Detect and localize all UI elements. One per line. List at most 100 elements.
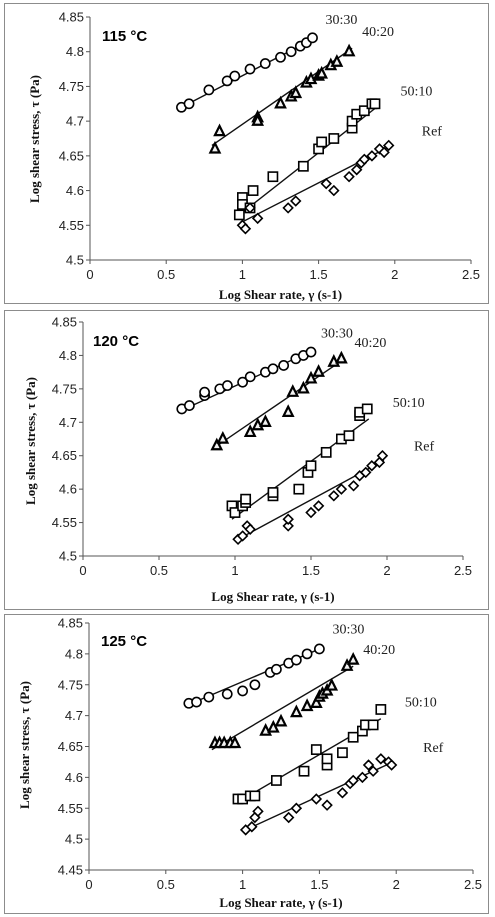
data-point-ref [305,506,317,519]
chart-115-svg: 4.5 4.55 4.6 4.65 4.7 4.75 4.8 4.85 0 0.5 1 1.5 2 2.5… [27,10,480,303]
x-axis-label: Log Shear rate, γ (s-1) [211,589,334,604]
y-tick-label: 4.6 [66,183,84,198]
data-point-40-20 [286,384,300,397]
data-point-50-10 [321,753,333,765]
data-point-30-30 [237,376,248,388]
data-point-30-30 [183,400,195,411]
temperature-title: 125 °C [101,633,147,650]
y-tick-label: 4.75 [58,677,83,692]
x-tick-label: 2.5 [464,877,482,892]
data-point-30-30 [285,46,297,58]
x-tick-label: 2.5 [454,563,472,578]
chart-120-svg: 4.5 4.55 4.6 4.65 4.7 4.75 4.8 4.85 0 0.5 1 1.5 2 2.5… [23,315,472,605]
data-point-40-20 [304,370,318,384]
series-label-50-10: 50:10 [401,84,433,99]
data-point-50-10 [240,493,252,505]
data-point-50-10 [298,765,310,777]
data-point-50-10 [343,430,355,442]
y-tick-label: 4.65 [58,739,83,754]
x-tick-label: 0 [86,267,93,282]
data-point-30-30 [237,685,248,697]
x-tick-label: 0.5 [150,563,168,578]
data-point-40-20 [304,71,318,85]
data-point-30-30 [244,371,256,383]
data-point-ref [378,146,390,159]
data-point-ref [375,753,387,765]
data-point-50-10 [375,704,387,715]
data-point-30-30 [267,363,279,375]
x-tick-label: 1 [239,267,246,282]
data-point-30-30 [221,75,233,87]
y-tick-label: 4.75 [52,381,77,396]
data-point-ref [246,821,258,833]
y-tick-label: 4.5 [66,253,84,268]
data-point-40-20 [259,414,272,427]
data-point-ref [239,223,252,235]
series-label-50-10: 50:10 [405,696,437,711]
x-axis-label: Log Shear rate, γ (s-1) [219,287,342,302]
y-tick-label: 4.55 [52,515,77,530]
data-point-50-10 [229,507,241,518]
data-point-ref [385,759,398,771]
data-point-40-20 [208,140,222,154]
series-label-40-20: 40:20 [362,25,394,40]
fit-line-ref [245,761,394,831]
data-point-30-30 [313,643,325,655]
x-tick-label: 1 [231,563,238,578]
data-point-ref [376,449,389,462]
data-point-40-20 [251,113,265,126]
y-tick-label: 4.5 [59,549,77,564]
data-point-40-20 [274,713,288,727]
data-point-30-30 [229,70,241,82]
y-tick-label: 4.8 [66,44,84,59]
data-point-40-20 [289,704,303,718]
data-point-40-20 [346,651,360,665]
data-point-ref [290,195,302,207]
data-point-40-20 [297,380,310,394]
data-point-40-20 [309,695,323,708]
data-point-ref [335,483,348,495]
data-point-ref [282,811,295,824]
x-tick-label: 1.5 [310,877,328,892]
data-point-50-10 [337,747,348,759]
data-point-ref [290,802,303,814]
data-point-40-20 [243,424,257,438]
y-tick-label: 4.85 [59,10,84,25]
data-point-50-10 [293,483,305,495]
data-point-40-20 [274,95,287,109]
chart-panel-120: 4.5 4.55 4.6 4.65 4.7 4.75 4.8 4.85 0 0.5 1 1.5 2 2.5… [4,310,489,610]
data-point-40-20 [315,65,329,79]
series-label-30-30: 30:30 [326,13,358,28]
x-tick-label: 1 [239,877,246,892]
data-point-ref [366,460,378,472]
data-point-ref [251,212,264,225]
y-tick-label: 4.7 [66,114,84,129]
data-point-ref [328,490,340,502]
data-point-ref [367,765,379,777]
data-point-ref [358,153,371,166]
data-point-50-10 [347,731,359,743]
data-point-50-10 [267,171,279,183]
fit-line-40-20 [211,358,345,450]
data-point-50-10 [328,133,340,144]
x-tick-label: 1.5 [310,267,328,282]
y-axis-label: Log shear stress, τ (Pa) [17,681,32,809]
chart-panel-115: 4.5 4.55 4.6 4.65 4.7 4.75 4.8 4.85 0 0.5 1 1.5 2 2.5… [4,3,489,304]
data-point-ref [282,202,294,214]
data-point-ref [282,520,294,532]
x-tick-label: 2 [393,877,400,892]
data-point-ref [359,466,372,479]
data-point-30-30 [221,380,233,391]
data-point-50-10 [320,446,332,458]
data-point-ref [356,771,369,784]
data-point-30-30 [199,386,210,398]
data-point-40-20 [289,85,303,99]
y-tick-label: 4.7 [59,415,77,430]
data-point-30-30 [259,58,271,69]
y-tick-label: 4.8 [65,646,83,661]
x-axis-label: Log Shear rate, γ (s-1) [219,895,342,910]
data-point-ref [347,480,360,492]
data-point-ref [350,164,363,176]
data-point-40-20 [281,404,295,417]
data-point-30-30 [203,691,215,703]
